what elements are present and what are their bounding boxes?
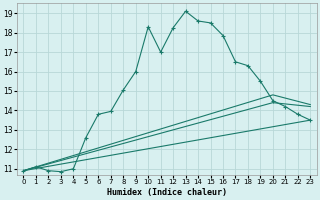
- X-axis label: Humidex (Indice chaleur): Humidex (Indice chaleur): [107, 188, 227, 197]
